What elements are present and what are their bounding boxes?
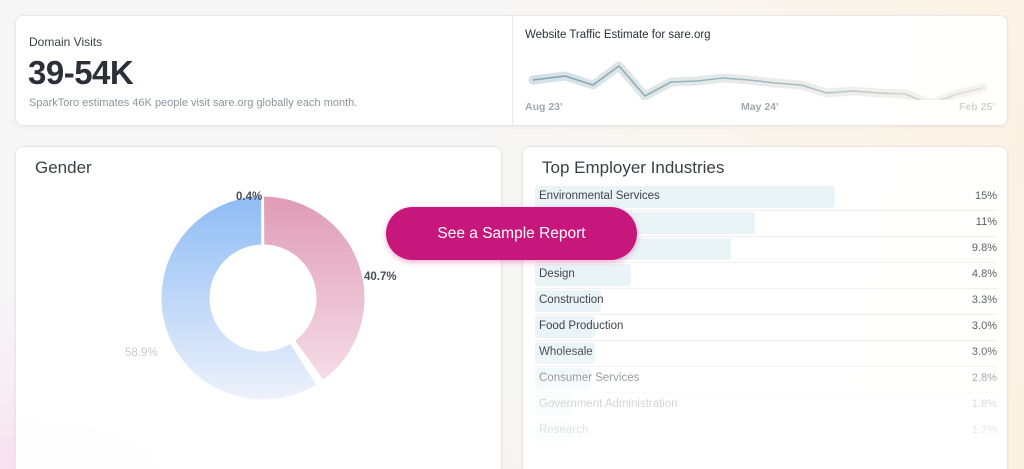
industry-bar: [535, 290, 601, 312]
industry-name: Environmental Services: [539, 190, 660, 202]
industry-name: Design: [539, 268, 575, 280]
domain-visits-description: SparkToro estimates 46K people visit sar…: [29, 97, 358, 109]
industry-value: 3.0%: [971, 320, 997, 332]
industries-list: Environmental Services 15% 11% 9.8% Design 4.…: [535, 185, 997, 445]
domain-visits-value: 39-54K: [28, 54, 134, 91]
industry-value: 9.8%: [971, 242, 997, 254]
industry-bar: [535, 186, 835, 208]
industry-row: Government Administration 1.8%: [535, 393, 997, 419]
industry-name: Consumer Services: [539, 372, 640, 384]
industry-row: Consumer Services 2.8%: [535, 367, 997, 393]
gender-title: Gender: [35, 158, 92, 177]
gender-card: Gender 0.4% 40.7% 58.9%: [15, 146, 502, 469]
gender-percent-other: 0.4%: [236, 191, 263, 203]
industry-row: Design 4.8%: [535, 263, 997, 289]
domain-visits-card: Domain Visits 39-54K SparkToro estimates…: [15, 15, 1008, 126]
industry-name: Government Administration: [539, 398, 678, 410]
traffic-line: [532, 65, 984, 100]
industry-value: 4.8%: [971, 268, 997, 280]
traffic-axis-label: Aug 23': [525, 101, 563, 113]
gender-percent-male: 58.9%: [125, 347, 158, 359]
traffic-line-chart: [528, 61, 988, 100]
industry-row: Environmental Services 15%: [535, 185, 997, 211]
traffic-axis-label: May 24': [741, 101, 779, 113]
industry-value: 3.3%: [971, 294, 997, 306]
industry-bar: [535, 264, 631, 286]
see-sample-report-button[interactable]: See a Sample Report: [386, 207, 637, 260]
industry-row: Wholesale 3.0%: [535, 341, 997, 367]
industry-name: Food Production: [539, 320, 624, 332]
industry-name: Wholesale: [539, 346, 593, 358]
industry-value: 11%: [975, 216, 997, 228]
industry-name: Construction: [539, 294, 604, 306]
industry-value: 1.8%: [971, 398, 997, 410]
domain-visits-title: Domain Visits: [29, 35, 103, 49]
traffic-axis-label: Feb 25': [959, 101, 995, 113]
donut-slice-female: [257, 193, 368, 384]
industry-row: Food Production 3.0%: [535, 315, 997, 341]
industry-row: Construction 3.3%: [535, 289, 997, 315]
industry-value: 2.8%: [971, 372, 997, 384]
traffic-range-band: [528, 61, 988, 100]
card-divider: [512, 16, 513, 125]
gender-donut-chart: [158, 193, 368, 403]
gender-percent-female: 40.7%: [364, 271, 397, 283]
industry-row: Research 1.7%: [535, 419, 997, 445]
industry-bar: [535, 316, 595, 338]
industry-value: 1.7%: [971, 424, 997, 436]
donut-slice-male: [158, 193, 320, 403]
industry-value: 3.0%: [971, 346, 997, 358]
industries-title: Top Employer Industries: [542, 158, 725, 177]
industry-name: Research: [539, 424, 589, 436]
industries-card: Top Employer Industries Environmental Se…: [522, 146, 1008, 469]
industry-value: 15%: [974, 190, 997, 202]
traffic-chart-title: Website Traffic Estimate for sare.org: [525, 29, 711, 41]
